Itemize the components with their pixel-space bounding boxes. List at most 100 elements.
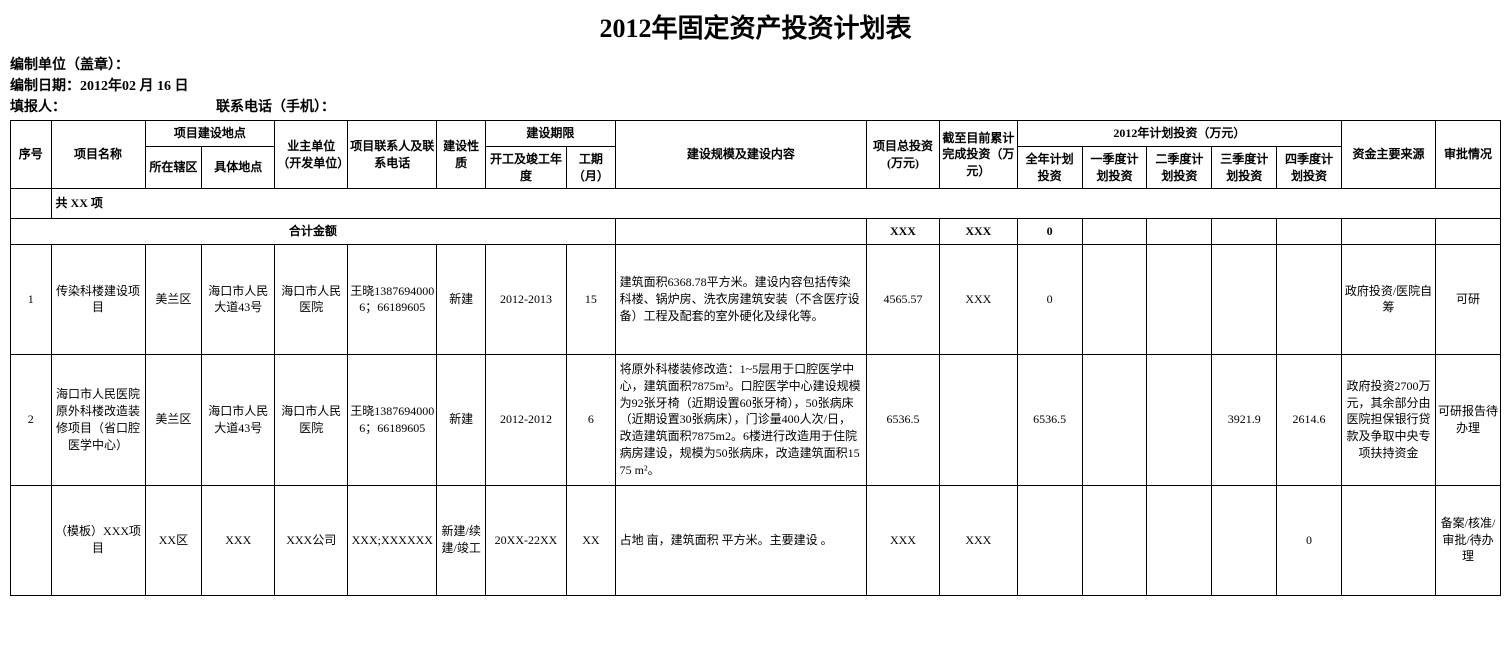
th-build-nature: 建设性质: [437, 121, 486, 189]
cell-owner: 海口市人民医院: [275, 354, 348, 485]
investment-table: 序号 项目名称 项目建设地点 业主单位（开发单位） 项目联系人及联系电话 建设性…: [10, 120, 1501, 596]
th-year-plan: 全年计划投资: [1017, 146, 1082, 189]
th-location-group: 项目建设地点: [145, 121, 275, 147]
meta-reporter: 填报人： 联系电话（手机）：: [10, 97, 1501, 118]
summary-row-2: 合计金额 XXX XXX 0: [11, 219, 1501, 245]
th-fund-source: 资金主要来源: [1341, 121, 1435, 189]
cell-q2: [1147, 244, 1212, 354]
summary-total-invest: XXX: [866, 219, 939, 245]
th-q2: 二季度计划投资: [1147, 146, 1212, 189]
th-owner: 业主单位（开发单位）: [275, 121, 348, 189]
cell-project-name: 传染科楼建设项目: [51, 244, 145, 354]
cell-year-plan: 0: [1017, 244, 1082, 354]
cell-build-nature: 新建/续建/竣工: [437, 485, 486, 595]
summary-completed-invest: XXX: [939, 219, 1017, 245]
cell-address: XXX: [202, 485, 275, 595]
summary-q4: [1277, 219, 1342, 245]
cell-approval: 可研: [1436, 244, 1501, 354]
header-row-1: 序号 项目名称 项目建设地点 业主单位（开发单位） 项目联系人及联系电话 建设性…: [11, 121, 1501, 147]
cell-fund-source: 政府投资/医院自筹: [1341, 244, 1435, 354]
summary-scale: [615, 219, 866, 245]
summary-approval: [1436, 219, 1501, 245]
cell-q1: [1082, 485, 1147, 595]
date-label: 编制日期：: [10, 79, 80, 94]
cell-q4: 0: [1277, 485, 1342, 595]
th-q3: 三季度计划投资: [1212, 146, 1277, 189]
cell-seq: [11, 485, 52, 595]
cell-total-invest: 4565.57: [866, 244, 939, 354]
cell-build-nature: 新建: [437, 354, 486, 485]
cell-total-invest: XXX: [866, 485, 939, 595]
summary-q3: [1212, 219, 1277, 245]
cell-build-nature: 新建: [437, 244, 486, 354]
cell-q3: [1212, 485, 1277, 595]
cell-q4: [1277, 244, 1342, 354]
date-value: 2012年02 月 16 日: [80, 79, 189, 94]
cell-approval: 可研报告待办理: [1436, 354, 1501, 485]
th-scale: 建设规模及建设内容: [615, 121, 866, 189]
th-duration: 工期（月）: [567, 146, 616, 189]
th-district: 所在辖区: [145, 146, 202, 189]
th-project-name: 项目名称: [51, 121, 145, 189]
page-title: 2012年固定资产投资计划表: [10, 8, 1501, 45]
cell-approval: 备案/核准/审批/待办理: [1436, 485, 1501, 595]
cell-q3: 3921.9: [1212, 354, 1277, 485]
th-total-invest: 项目总投资(万元): [866, 121, 939, 189]
summary-fund-source: [1341, 219, 1435, 245]
th-q4: 四季度计划投资: [1277, 146, 1342, 189]
cell-completed-invest: XXX: [939, 485, 1017, 595]
summary-row-1: 共 XX 项: [11, 189, 1501, 219]
cell-duration: XX: [567, 485, 616, 595]
contact-label: 联系电话（手机）：: [216, 100, 335, 115]
cell-district: 美兰区: [145, 244, 202, 354]
cell-q1: [1082, 244, 1147, 354]
cell-seq: 2: [11, 354, 52, 485]
cell-owner: XXX公司: [275, 485, 348, 595]
th-plan-group: 2012年计划投资（万元）: [1017, 121, 1341, 147]
summary-total-label: 共 XX 项: [51, 189, 1500, 219]
table-row: 1 传染科楼建设项目 美兰区 海口市人民大道43号 海口市人民医院 王晓1387…: [11, 244, 1501, 354]
reporter-label: 填报人：: [10, 100, 66, 115]
th-seq: 序号: [11, 121, 52, 189]
cell-project-name: 海口市人民医院原外科楼改造装修项目（省口腔医学中心）: [51, 354, 145, 485]
th-contact: 项目联系人及联系电话: [348, 121, 437, 189]
cell-total-invest: 6536.5: [866, 354, 939, 485]
cell-start-end: 2012-2013: [485, 244, 566, 354]
cell-q4: 2614.6: [1277, 354, 1342, 485]
th-q1: 一季度计划投资: [1082, 146, 1147, 189]
table-row: 2 海口市人民医院原外科楼改造装修项目（省口腔医学中心） 美兰区 海口市人民大道…: [11, 354, 1501, 485]
cell-address: 海口市人民大道43号: [202, 244, 275, 354]
cell-district: 美兰区: [145, 354, 202, 485]
cell-completed-invest: XXX: [939, 244, 1017, 354]
cell-fund-source: [1341, 485, 1435, 595]
th-completed-invest: 截至目前累计完成投资（万元）: [939, 121, 1017, 189]
th-approval: 审批情况: [1436, 121, 1501, 189]
cell-address: 海口市人民大道43号: [202, 354, 275, 485]
cell-q3: [1212, 244, 1277, 354]
cell-duration: 15: [567, 244, 616, 354]
summary-year-plan: 0: [1017, 219, 1082, 245]
meta-date: 编制日期：2012年02 月 16 日: [10, 76, 1501, 97]
cell-scale: 建筑面积6368.78平方米。建设内容包括传染科楼、锅炉房、洗衣房建筑安装（不含…: [615, 244, 866, 354]
cell-duration: 6: [567, 354, 616, 485]
cell-q1: [1082, 354, 1147, 485]
cell-scale: 将原外科楼装修改造：1~5层用于口腔医学中心，建筑面积7875m²。口腔医学中心…: [615, 354, 866, 485]
cell-q2: [1147, 354, 1212, 485]
cell-q2: [1147, 485, 1212, 595]
cell-year-plan: 6536.5: [1017, 354, 1082, 485]
cell-scale: 占地 亩，建筑面积 平方米。主要建设 。: [615, 485, 866, 595]
cell-owner: 海口市人民医院: [275, 244, 348, 354]
cell-fund-source: 政府投资2700万元，其余部分由医院担保银行贷款及争取中央专项扶持资金: [1341, 354, 1435, 485]
cell-district: XX区: [145, 485, 202, 595]
summary-blank: [11, 189, 52, 219]
th-period-group: 建设期限: [485, 121, 615, 147]
th-address: 具体地点: [202, 146, 275, 189]
cell-project-name: （模板）XXX项目: [51, 485, 145, 595]
unit-label: 编制单位（盖章）：: [10, 58, 129, 73]
cell-start-end: 2012-2012: [485, 354, 566, 485]
cell-completed-invest: [939, 354, 1017, 485]
cell-seq: 1: [11, 244, 52, 354]
meta-unit: 编制单位（盖章）：: [10, 55, 1501, 76]
cell-contact: XXX;XXXXXX: [348, 485, 437, 595]
summary-q1: [1082, 219, 1147, 245]
